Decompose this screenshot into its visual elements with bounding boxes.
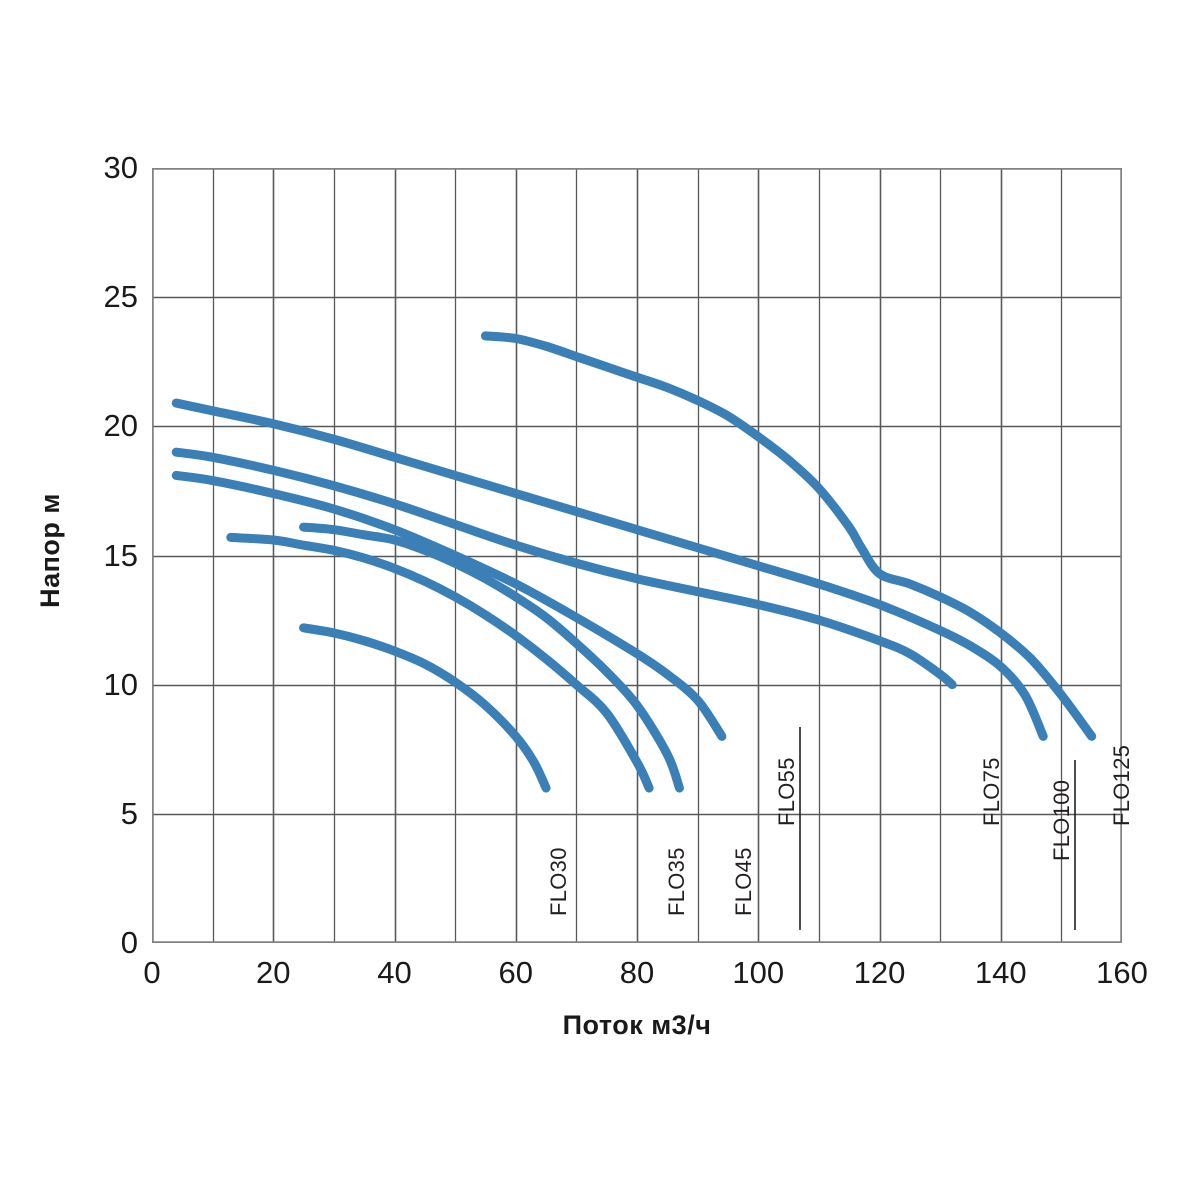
series-label-flo100: FLO100 [1049, 779, 1074, 861]
curve-flo75 [171, 447, 957, 690]
chart-canvas [152, 168, 1122, 943]
y-tick-label: 10 [103, 666, 138, 702]
x-axis-title: Поток м3/ч [152, 1010, 1122, 1041]
y-tick-label: 5 [120, 795, 138, 831]
x-tick-label: 160 [1096, 955, 1148, 990]
performance-curves [171, 331, 1097, 793]
y-axis-title: Напор м [20, 420, 80, 680]
x-tick-label: 100 [732, 955, 785, 990]
curve-flo35 [226, 532, 654, 793]
y-tick-label: 15 [103, 537, 138, 573]
vertical-minor-gridlines [152, 168, 1122, 943]
series-label-flo30: FLO30 [546, 847, 571, 916]
x-axis-title-text: Поток м3/ч [562, 1010, 712, 1040]
curve-flo125 [480, 331, 1097, 741]
curve-flo55 [171, 470, 727, 741]
y-tick-label: 25 [103, 279, 138, 315]
x-axis-tick-labels: 0 20 40 60 80 100 120 140 160 [0, 955, 1200, 1005]
series-label-flo125: FLO125 [1109, 744, 1134, 826]
series-label-flo45: FLO45 [731, 847, 756, 916]
series-label-flo35: FLO35 [664, 847, 689, 916]
y-tick-label: 0 [120, 925, 138, 960]
y-tick-label: 30 [103, 150, 138, 185]
y-axis-title-text: Напор м [34, 492, 65, 608]
x-tick-label: 0 [143, 955, 161, 990]
plot-area [152, 168, 1122, 943]
label-leader-lines [799, 727, 1076, 930]
x-tick-label: 40 [377, 955, 412, 990]
series-label-flo55: FLO55 [774, 757, 799, 826]
horizontal-gridlines [152, 296, 1122, 816]
x-tick-label: 20 [256, 955, 291, 990]
plot-frame [152, 168, 1122, 943]
curve-flo45 [299, 522, 684, 793]
x-tick-label: 80 [619, 955, 655, 990]
x-tick-label: 60 [498, 955, 533, 990]
y-axis-tick-labels: 30 25 20 15 10 5 0 [76, 0, 138, 1200]
y-tick-label: 20 [103, 408, 138, 444]
x-tick-label: 120 [853, 955, 906, 990]
curve-flo100 [171, 398, 1048, 741]
x-tick-label: 140 [974, 955, 1027, 990]
series-label-flo75: FLO75 [979, 757, 1004, 826]
curve-flo30 [299, 623, 551, 793]
